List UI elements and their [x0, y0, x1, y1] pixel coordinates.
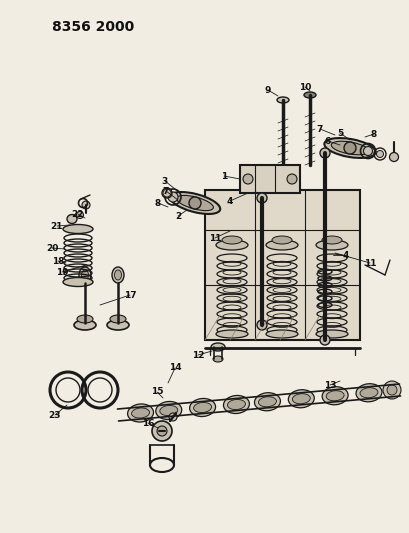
Ellipse shape — [176, 196, 213, 211]
Ellipse shape — [114, 270, 121, 280]
Ellipse shape — [292, 394, 310, 404]
Ellipse shape — [131, 408, 149, 418]
Text: 12: 12 — [191, 351, 204, 359]
Text: 13: 13 — [323, 381, 335, 390]
Text: 22: 22 — [72, 209, 84, 219]
Ellipse shape — [169, 413, 177, 421]
Text: 10: 10 — [298, 83, 310, 92]
Ellipse shape — [359, 387, 377, 398]
Ellipse shape — [216, 240, 247, 250]
Ellipse shape — [110, 315, 126, 323]
Ellipse shape — [107, 320, 129, 330]
Ellipse shape — [160, 406, 178, 416]
Ellipse shape — [256, 320, 266, 330]
Text: 11: 11 — [363, 259, 375, 268]
Text: 18: 18 — [52, 256, 64, 265]
Ellipse shape — [389, 152, 398, 161]
Ellipse shape — [211, 343, 225, 351]
Ellipse shape — [81, 270, 88, 280]
Text: 2: 2 — [175, 212, 181, 221]
Ellipse shape — [326, 391, 343, 401]
Ellipse shape — [155, 401, 181, 419]
Ellipse shape — [63, 278, 93, 287]
Text: 7: 7 — [162, 187, 169, 196]
Ellipse shape — [254, 393, 280, 411]
Text: 7: 7 — [316, 125, 322, 133]
Ellipse shape — [355, 384, 381, 402]
Text: 6: 6 — [324, 136, 330, 146]
Ellipse shape — [324, 138, 375, 158]
Ellipse shape — [216, 330, 247, 338]
Text: 20: 20 — [46, 244, 58, 253]
Ellipse shape — [319, 335, 329, 345]
Ellipse shape — [189, 399, 215, 416]
Ellipse shape — [127, 404, 153, 422]
Circle shape — [157, 426, 166, 436]
Ellipse shape — [315, 330, 347, 338]
Ellipse shape — [265, 330, 297, 338]
Ellipse shape — [276, 97, 288, 103]
Ellipse shape — [169, 192, 220, 214]
Circle shape — [163, 189, 171, 197]
Ellipse shape — [112, 267, 124, 283]
Ellipse shape — [63, 224, 93, 233]
Ellipse shape — [168, 192, 178, 202]
Text: 16: 16 — [142, 418, 154, 427]
Ellipse shape — [76, 212, 83, 219]
Text: 4: 4 — [226, 197, 233, 206]
Text: 8: 8 — [155, 198, 161, 207]
Text: 1: 1 — [220, 172, 227, 181]
Text: 9: 9 — [264, 85, 270, 94]
Text: 11: 11 — [208, 233, 221, 243]
Ellipse shape — [77, 315, 93, 323]
Ellipse shape — [67, 214, 77, 223]
Ellipse shape — [265, 240, 297, 250]
Circle shape — [286, 174, 296, 184]
Circle shape — [386, 385, 396, 395]
Ellipse shape — [363, 147, 372, 156]
Text: 14: 14 — [168, 364, 181, 373]
Text: 4: 4 — [342, 251, 348, 260]
Ellipse shape — [79, 267, 91, 283]
Circle shape — [343, 142, 355, 154]
Ellipse shape — [321, 387, 347, 405]
Ellipse shape — [227, 399, 245, 409]
Ellipse shape — [223, 395, 249, 414]
Circle shape — [382, 381, 400, 399]
Ellipse shape — [271, 236, 291, 244]
Bar — [204, 190, 359, 340]
Text: 8356 2000: 8356 2000 — [52, 20, 134, 34]
Text: 23: 23 — [49, 410, 61, 419]
Ellipse shape — [303, 92, 315, 98]
Text: 17: 17 — [124, 290, 136, 300]
Ellipse shape — [315, 240, 347, 250]
Text: 8: 8 — [370, 130, 376, 139]
Ellipse shape — [319, 148, 329, 158]
Ellipse shape — [321, 236, 341, 244]
Circle shape — [243, 174, 252, 184]
Ellipse shape — [221, 236, 241, 244]
Circle shape — [152, 421, 172, 441]
Text: 21: 21 — [51, 222, 63, 230]
Text: 19: 19 — [56, 268, 68, 277]
Text: 15: 15 — [151, 387, 163, 397]
Ellipse shape — [375, 150, 382, 157]
Circle shape — [82, 201, 90, 209]
Text: 5: 5 — [336, 128, 342, 138]
Circle shape — [189, 197, 200, 209]
Ellipse shape — [258, 397, 276, 407]
Text: 3: 3 — [162, 176, 168, 185]
Ellipse shape — [288, 390, 314, 408]
Ellipse shape — [256, 193, 266, 203]
Ellipse shape — [330, 141, 368, 155]
Bar — [239, 165, 299, 193]
Ellipse shape — [213, 356, 222, 362]
Ellipse shape — [193, 402, 211, 413]
Ellipse shape — [74, 320, 96, 330]
